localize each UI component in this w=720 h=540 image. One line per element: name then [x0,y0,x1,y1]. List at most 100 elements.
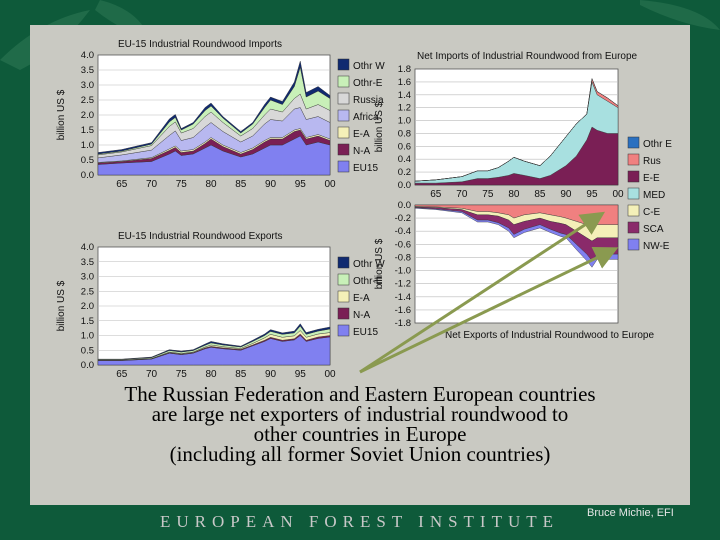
net-bottom-ylabel: billion US $ [374,238,385,289]
exports-ytick-label: 0.5 [81,345,94,356]
exports-xtick-label: 90 [265,369,277,380]
charts-svg: EU-15 Industrial Roundwood Imports 0.0 0.5… [56,39,672,380]
exports-legend-label: E-A [353,293,370,304]
net-bottom-title: Net Exports of Industrial Roundwood to E… [445,330,654,341]
exports-ytick-label: 3.5 [81,257,94,268]
net-legend-label: MED [643,190,665,201]
net-xtick-label: 80 [508,189,520,200]
net-legend-label: SCA [643,224,664,235]
imports-xtick-label: 00 [324,179,336,190]
net-top-ylabel: billion US $ [374,101,385,152]
imports-legend-label: Othr-E [353,78,383,89]
net-bottom-ytick-label: -1.4 [395,292,411,303]
caption-line-3: other countries in Europe [253,422,467,446]
footer-bar [0,505,720,540]
imports-legend-label: Russia [353,95,384,106]
imports-ytick-label: 2.5 [81,95,94,106]
net-top-ytick-label: 1.0 [398,116,411,127]
exports-xtick-label: 65 [116,369,128,380]
exports-ytick-label: 4.0 [81,242,94,253]
net-xtick-label: 85 [534,189,546,200]
imports-legend-label: EU15 [353,163,378,174]
net-bottom-ytick-label: -0.4 [395,226,411,237]
imports-legend-swatch [337,92,350,105]
exports-xtick-label: 95 [295,369,307,380]
imports-ytick-label: 1.5 [81,125,94,136]
imports-xtick-label: 85 [235,179,247,190]
net-top-ytick-label: 0.6 [398,141,411,152]
exports-legend-label: EU15 [353,327,378,338]
imports-legend-label: E-A [353,129,370,140]
net-bottom-ytick-label: -1.8 [395,318,411,329]
net-top-series-othr-e [414,77,619,182]
imports-chart-title: EU-15 Industrial Roundwood Imports [118,39,282,50]
author-credit: Bruce Michie, EFI [587,507,674,519]
net-xtick-label: 95 [586,189,598,200]
exports-series-othr-w [97,323,331,360]
imports-legend-swatch [337,58,350,71]
net-bottom-ytick-label: -1.6 [395,305,411,316]
net-legend-swatch [627,221,640,234]
imports-ytick-label: 2.0 [81,110,94,121]
imports-ytick-label: 3.0 [81,80,94,91]
exports-ytick-label: 2.0 [81,301,94,312]
imports-legend-label: Othr W [353,61,385,72]
imports-xtick-label: 95 [295,179,307,190]
exports-legend-swatch [337,324,350,337]
net-top-ytick-label: 0.2 [398,167,411,178]
exports-xtick-label: 85 [235,369,247,380]
imports-ytick-label: 1.0 [81,140,94,151]
net-legend-label: E-E [643,173,660,184]
exports-ytick-label: 1.0 [81,331,94,342]
net-bottom-ytick-label: -0.8 [395,252,411,263]
net-bottom-ytick-label: -1.2 [395,279,411,290]
exports-xtick-label: 70 [146,369,158,380]
exports-legend-label: N-A [353,310,371,321]
imports-ytick-label: 0.5 [81,155,94,166]
net-chart-title: Net Imports of Industrial Roundwood from… [417,51,638,62]
net-bottom-ytick-label: -1.0 [395,266,411,277]
exports-xtick-label: 00 [324,369,336,380]
net-legend-swatch [627,170,640,183]
imports-xtick-label: 80 [205,179,217,190]
net-legend-swatch [627,153,640,166]
caption-line-2: are large net exporters of industrial ro… [151,402,569,426]
net-top-ytick-label: 1.8 [398,64,411,75]
caption-line-1: The Russian Federation and Eastern Europ… [124,382,596,406]
net-legend-label: Othr E [643,139,672,150]
imports-ytick-label: 3.5 [81,65,94,76]
net-legend-swatch [627,204,640,217]
caption: The Russian Federation and Eastern Europ… [60,382,660,465]
net-legend-label: C-E [643,207,661,218]
imports-legend-swatch [337,126,350,139]
exports-xtick-label: 75 [176,369,188,380]
imports-xtick-label: 65 [116,179,128,190]
exports-legend-swatch [337,256,350,269]
net-top-ytick-label: 1.4 [398,90,411,101]
net-xtick-label: 75 [482,189,494,200]
net-xtick-label: 70 [456,189,468,200]
institute-name: EUROPEAN FOREST INSTITUTE [160,512,560,531]
exports-ylabel: billion US $ [56,280,67,331]
net-top-ytick-label: 0.4 [398,154,411,165]
exports-ytick-label: 0.0 [81,360,94,371]
imports-series-othr-w [97,60,331,155]
imports-legend-swatch [337,160,350,173]
net-xtick-label: 65 [430,189,442,200]
exports-legend-swatch [337,290,350,303]
exports-ytick-label: 3.0 [81,272,94,283]
net-top-ytick-label: 1.2 [398,103,411,114]
exports-ytick-label: 1.5 [81,316,94,327]
imports-legend-label: Africa [353,112,379,123]
net-legend-swatch [627,136,640,149]
imports-xtick-label: 75 [176,179,188,190]
imports-legend-swatch [337,109,350,122]
net-legend-label: Rus [643,156,661,167]
net-legend-swatch [627,187,640,200]
net-top-ytick-label: 1.6 [398,77,411,88]
imports-xtick-label: 70 [146,179,158,190]
net-legend-label: NW-E [643,241,670,252]
exports-chart-title: EU-15 Industrial Roundwood Exports [118,231,283,242]
net-bottom-ytick-label: 0.0 [398,200,411,211]
